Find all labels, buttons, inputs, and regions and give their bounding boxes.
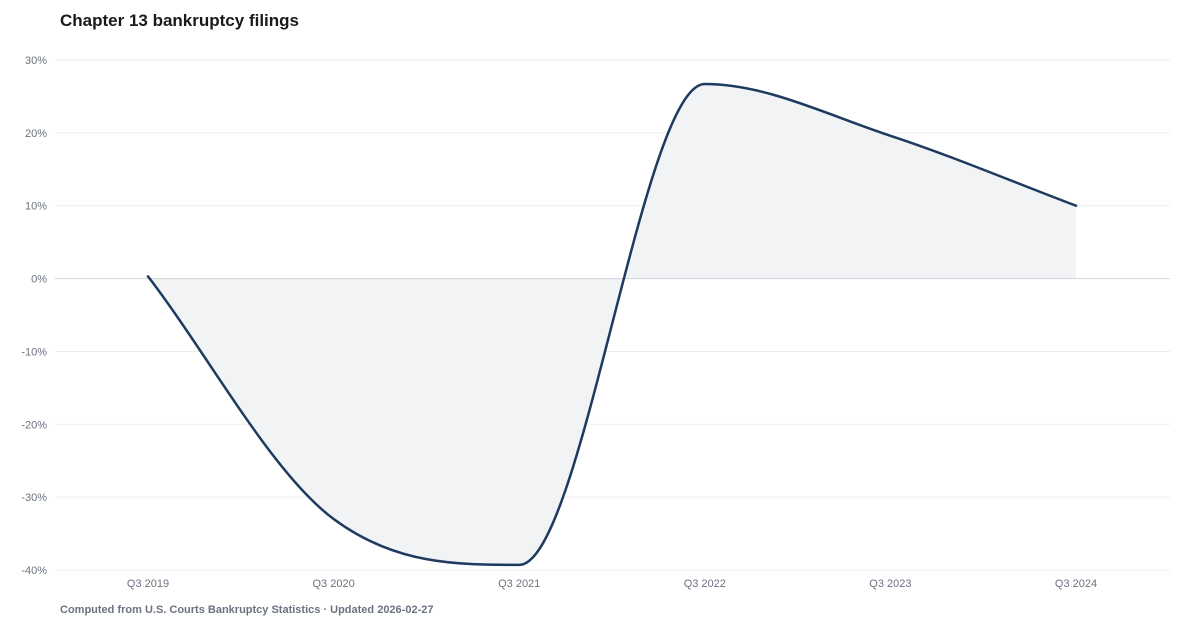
chart-footer: Computed from U.S. Courts Bankruptcy Sta… <box>60 604 434 616</box>
x-tick-label: Q3 2020 <box>312 578 354 590</box>
chart-title: Chapter 13 bankruptcy filings <box>60 11 299 30</box>
y-tick-label: 10% <box>25 201 47 213</box>
x-tick-label: Q3 2023 <box>869 578 911 590</box>
series-line <box>146 82 1078 567</box>
y-tick-label: 20% <box>25 128 47 140</box>
y-tick-label: -20% <box>21 419 47 431</box>
x-tick-label: Q3 2022 <box>684 578 726 590</box>
x-axis-ticks: Q3 2019 Q3 2020 Q3 2021 Q3 2022 Q3 2023 Q3 20… <box>127 578 1097 590</box>
y-axis-ticks: 30% 20% 10% 0% -10% -20% -30% -40% <box>21 55 47 577</box>
x-tick-label: Q3 2021 <box>498 578 540 590</box>
x-tick-label: Q3 2024 <box>1055 578 1097 590</box>
y-tick-label: 30% <box>25 55 47 67</box>
y-tick-label: -40% <box>21 565 47 577</box>
y-tick-label: -30% <box>21 492 47 504</box>
x-tick-label: Q3 2019 <box>127 578 169 590</box>
y-tick-label: -10% <box>21 346 47 358</box>
y-tick-label: 0% <box>31 274 47 286</box>
